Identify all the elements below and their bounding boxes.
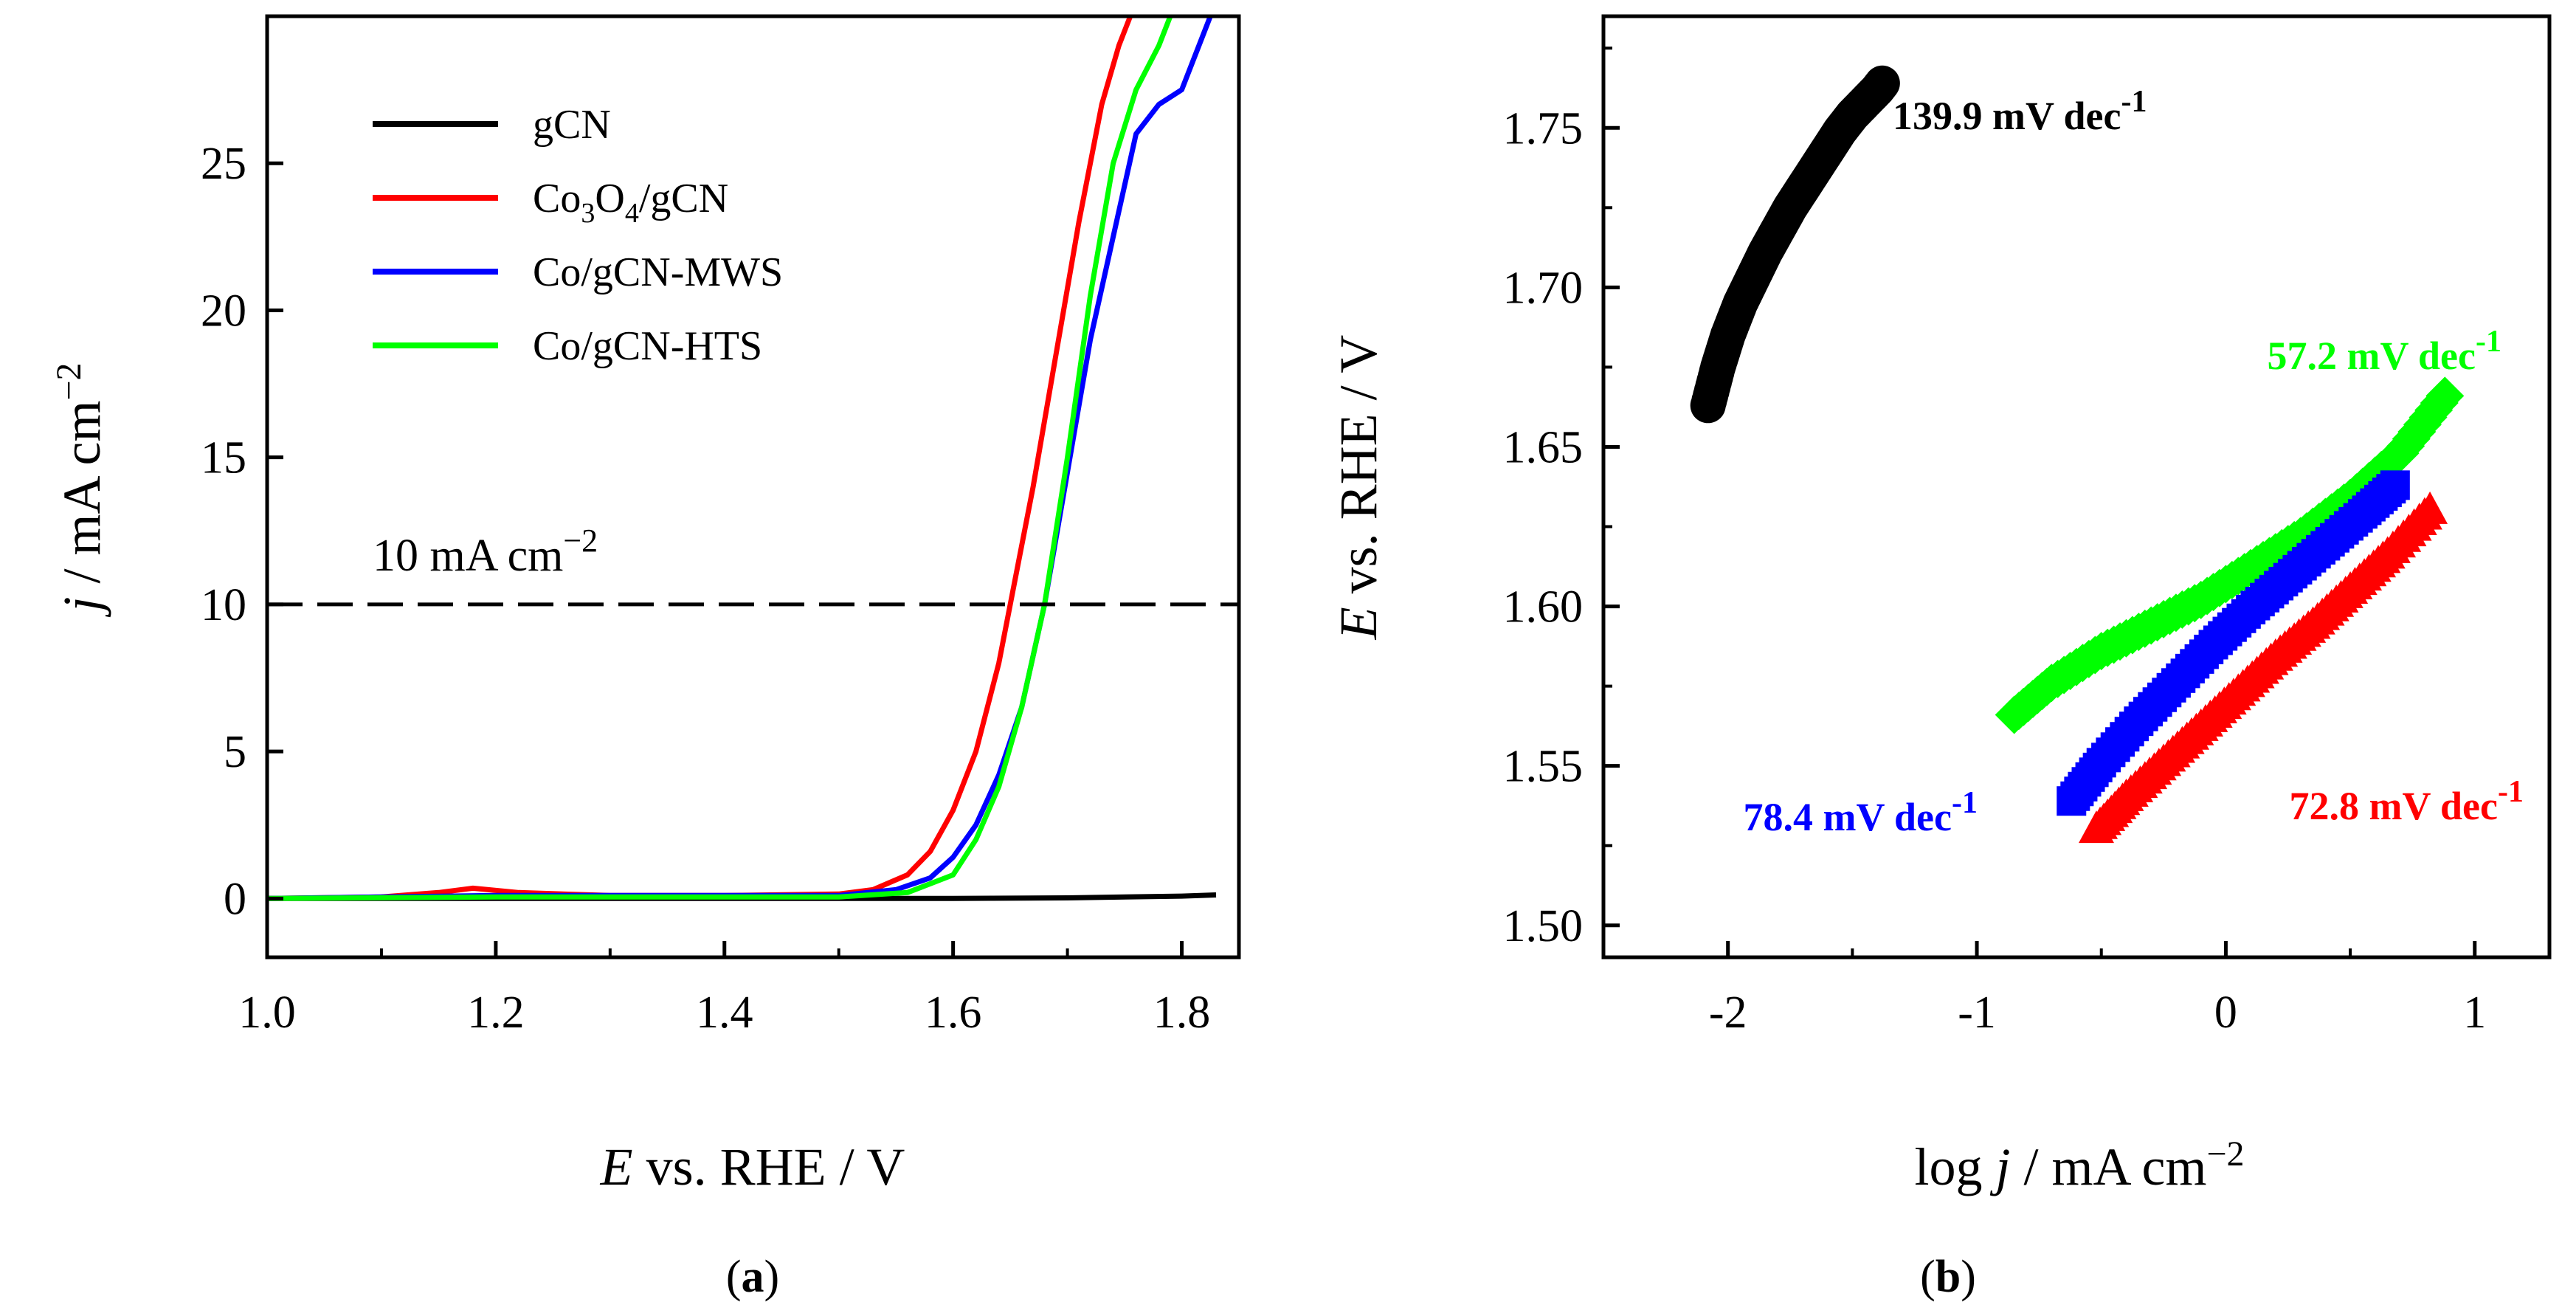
y-tick-label: 1.65: [1503, 422, 1584, 472]
data-point: [1864, 65, 1900, 101]
y-tick-label: 1.50: [1503, 901, 1584, 951]
x-tick-label: -1: [1958, 988, 1996, 1038]
data-point: [2425, 376, 2465, 416]
panel-a-y-axis-title: j / mA cm−2: [49, 362, 111, 617]
panel-a-legend: gCN Co3O4/gCN Co/gCN-MWS Co/gCN-HTS: [373, 102, 783, 369]
panel-a-x-axis-title: E vs. RHE / V: [600, 1137, 905, 1196]
y-tick-label: 1.70: [1503, 263, 1584, 313]
series-markers-2: [2057, 470, 2410, 816]
panel-b-series-layer: [1690, 65, 2465, 844]
x-tick-label: 1.4: [696, 988, 753, 1038]
panel-b-slope-labels: 139.9 mV dec-1 57.2 mV dec-1 78.4 mV dec-1…: [1744, 85, 2524, 839]
slope-label-2: 78.4 mV dec-1: [1744, 786, 1978, 839]
y-tick-label: 5: [224, 727, 246, 777]
legend-label-3: Co/gCN-HTS: [533, 323, 762, 369]
legend-label-1: Co3O4/gCN: [533, 176, 728, 229]
panel-a-plot-frame: [265, 14, 1241, 960]
x-tick-label: 1.0: [238, 988, 296, 1038]
series-markers-0: [1690, 65, 1900, 424]
legend-label-2: Co/gCN-MWS: [533, 249, 783, 295]
y-tick-label: 1.55: [1503, 742, 1584, 792]
y-tick-label: 25: [201, 139, 246, 189]
panel-a-ticks: 1.0 1.2 1.4 1.6 1.8 0 5 10 15 20 25: [201, 139, 1210, 1038]
x-tick-label: -2: [1709, 988, 1747, 1038]
x-tick-label: 1.6: [925, 988, 982, 1038]
panel-a-chart: 10 mA cm−2 1.0 1.2 1.4 1.6 1.8 0 5 10 15 20 25 gCN…: [49, 14, 1241, 1302]
data-point: [2412, 491, 2448, 524]
panel-b-y-axis-title: E vs. RHE / V: [1329, 335, 1388, 641]
x-tick-label: 1.2: [467, 988, 525, 1038]
series-line-1: [266, 15, 1133, 901]
panel-b-chart: -2 -1 0 1 1.50 1.55 1.60 1.65 1.70 1.75 139.9 mV …: [1329, 14, 2552, 1302]
legend-label-0: gCN: [533, 102, 611, 148]
y-tick-label: 10: [201, 580, 246, 630]
panel-a-caption: (a): [726, 1252, 779, 1302]
y-tick-label: 1.60: [1503, 582, 1584, 633]
series-markers-3: [2078, 491, 2448, 844]
y-tick-label: 15: [201, 433, 246, 483]
x-tick-label: 0: [2214, 988, 2237, 1038]
y-tick-label: 1.75: [1503, 103, 1584, 154]
y-tick-label: 0: [224, 874, 246, 924]
panel-b-plot-frame: [1601, 14, 2552, 960]
slope-label-1: 57.2 mV dec-1: [2268, 325, 2501, 378]
x-tick-label: 1: [2463, 988, 2486, 1038]
series-line-3: [266, 15, 1173, 901]
slope-label-0: 139.9 mV dec-1: [1893, 85, 2147, 138]
data-point: [2380, 470, 2410, 500]
y-tick-label: 20: [201, 286, 246, 336]
panel-b-caption: (b): [1920, 1252, 1976, 1302]
x-tick-label: 1.8: [1153, 988, 1211, 1038]
slope-label-3: 72.8 mV dec-1: [2290, 775, 2524, 828]
panel-a-series-layer: [266, 15, 1217, 901]
panel-b-ticks: -2 -1 0 1 1.50 1.55 1.60 1.65 1.70 1.75: [1503, 46, 2486, 1038]
panel-b-x-axis-title: log j / mA cm−2: [1914, 1134, 2244, 1196]
reference-line-label: 10 mA cm−2: [373, 523, 598, 581]
